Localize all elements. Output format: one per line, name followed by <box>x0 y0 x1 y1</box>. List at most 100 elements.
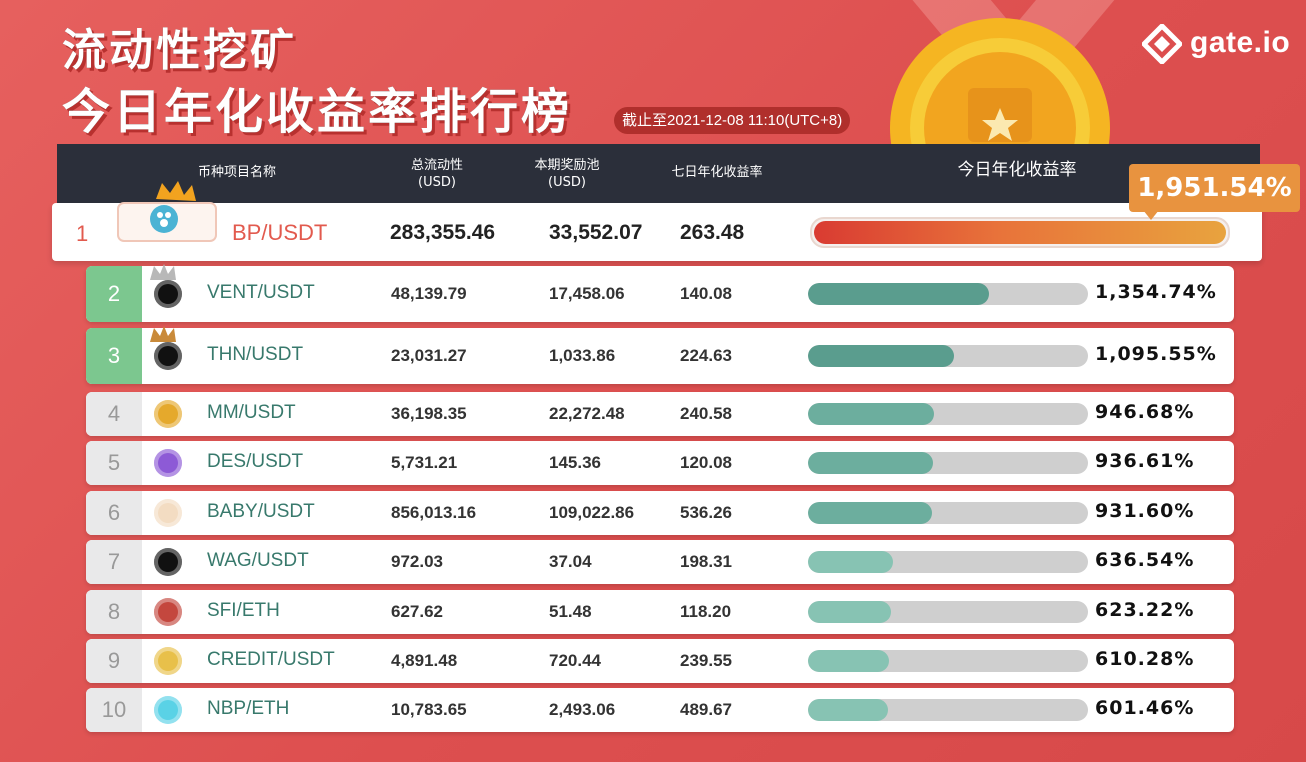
gate-logo-icon <box>1142 24 1182 64</box>
table-row: 6 BABY/USDT 856,013.16 109,022.86 536.26 931.… <box>86 491 1234 535</box>
apy-bar-track <box>808 699 1088 721</box>
rank-number: 8 <box>86 590 142 634</box>
rank-number: 5 <box>86 441 142 485</box>
crown-icon <box>150 326 176 342</box>
apy-7d: 239.55 <box>680 651 732 670</box>
page-subtitle: 今日年化收益率排行榜 <box>62 84 573 140</box>
apy-bar-track <box>808 502 1088 524</box>
apy-7d: 120.08 <box>680 453 732 472</box>
pair-name: SFI/ETH <box>207 600 280 621</box>
apy-today-value: 623.22% <box>1095 599 1195 621</box>
nbp-icon <box>154 696 182 724</box>
reward-pool: 2,493.06 <box>549 700 616 719</box>
reward-pool: 17,458.06 <box>549 284 625 303</box>
pair-name: THN/USDT <box>207 344 304 365</box>
mm-icon <box>154 400 182 428</box>
pair-name: DES/USDT <box>207 451 304 472</box>
total-liquidity: 283,355.46 <box>390 221 496 244</box>
table-row: 7 WAG/USDT 972.03 37.04 198.31 636.54% <box>86 540 1234 584</box>
total-liquidity: 48,139.79 <box>391 284 467 303</box>
rank-number: 3 <box>86 328 142 384</box>
apy-7d: 263.48 <box>680 221 745 244</box>
reward-pool: 1,033.86 <box>549 346 616 365</box>
total-liquidity: 856,013.16 <box>391 503 477 522</box>
sfi-icon <box>154 598 182 626</box>
total-liquidity: 36,198.35 <box>391 404 467 423</box>
pair-name: CREDIT/USDT <box>207 649 335 670</box>
table-row-top: 1 BP/USDT 283,355.46 33,552.07 263.48 <box>52 181 1262 261</box>
table-row: 8 SFI/ETH 627.62 51.48 118.20 623.22% <box>86 590 1234 634</box>
top-apy-callout: 1,951.54% <box>1129 164 1300 212</box>
table-row: 10 NBP/ETH 10,783.65 2,493.06 489.67 601.46% <box>86 688 1234 732</box>
brand-name: gate.io <box>1190 26 1291 59</box>
table-row: 5 DES/USDT 5,731.21 145.36 120.08 936.61% <box>86 441 1234 485</box>
apy-today-value: 601.46% <box>1095 697 1195 719</box>
table-row: 3 THN/USDT 23,031.27 1,033.86 224.63 1,095.55… <box>86 326 1234 384</box>
rank-number: 1 <box>76 221 89 246</box>
apy-today-value: 1,095.55% <box>1095 343 1217 365</box>
rank-number: 7 <box>86 540 142 584</box>
apy-bar-fill <box>808 601 891 623</box>
table-row: 4 MM/USDT 36,198.35 22,272.48 240.58 946.68% <box>86 392 1234 436</box>
apy-bar-fill <box>808 650 889 672</box>
apy-7d: 224.63 <box>680 346 732 365</box>
pair-name: NBP/ETH <box>207 698 290 719</box>
credit-icon <box>154 647 182 675</box>
apy-7d: 489.67 <box>680 700 732 719</box>
table-row: 9 CREDIT/USDT 4,891.48 720.44 239.55 610.28% <box>86 639 1234 683</box>
as-of-date: 截止至2021-12-08 11:10(UTC+8) <box>614 107 851 134</box>
apy-today-value: 936.61% <box>1095 450 1195 472</box>
pair-name: VENT/USDT <box>207 282 315 303</box>
apy-bar-fill <box>808 452 933 474</box>
apy-bar-track <box>808 601 1088 623</box>
table-row: 2 VENT/USDT 48,139.79 17,458.06 140.08 1,354.… <box>86 264 1234 322</box>
header-total-liquidity: 总流动性 (USD) <box>410 158 463 190</box>
apy-bar-track <box>808 650 1088 672</box>
reward-pool: 720.44 <box>549 651 601 670</box>
header-pair: 币种项目名称 <box>197 165 276 180</box>
page-title: 流动性挖矿 <box>62 25 297 76</box>
crown-frame-icon <box>117 181 217 242</box>
header-apy-7d: 七日年化收益率 <box>671 165 763 180</box>
apy-7d: 140.08 <box>680 284 732 303</box>
apy-bar-fill <box>808 502 932 524</box>
pair-name: BP/USDT <box>232 220 328 245</box>
total-liquidity: 972.03 <box>391 552 443 571</box>
apy-7d: 240.58 <box>680 404 732 423</box>
reward-pool: 22,272.48 <box>549 404 625 423</box>
apy-today-value: 1,354.74% <box>1095 281 1217 303</box>
total-liquidity: 627.62 <box>391 602 443 621</box>
apy-bar-fill <box>808 345 954 367</box>
total-liquidity: 5,731.21 <box>391 453 458 472</box>
total-liquidity: 10,783.65 <box>391 700 467 719</box>
apy-7d: 118.20 <box>680 602 732 621</box>
apy-bar-fill <box>808 551 893 573</box>
reward-pool: 37.04 <box>549 552 592 571</box>
reward-pool: 145.36 <box>549 453 601 472</box>
apy-bar-fill <box>808 699 888 721</box>
gate-io-logo: gate.io <box>1142 24 1292 64</box>
rank-number: 9 <box>86 639 142 683</box>
apy-today-value: 946.68% <box>1095 401 1195 423</box>
header-reward-pool: 本期奖励池 (USD) <box>534 158 600 190</box>
total-liquidity: 4,891.48 <box>391 651 458 670</box>
apy-bar-track <box>808 345 1088 367</box>
apy-bar-fill <box>808 403 934 425</box>
rank-number: 6 <box>86 491 142 535</box>
reward-pool: 109,022.86 <box>549 503 635 522</box>
vent-icon <box>154 280 182 308</box>
header-apy-today: 今日年化收益率 <box>957 160 1077 180</box>
pair-name: BABY/USDT <box>207 501 315 522</box>
table-header: 币种项目名称 总流动性 (USD) 本期奖励池 (USD) 七日年化收益率 今日… <box>57 144 1260 204</box>
rank-number: 10 <box>86 688 142 732</box>
apy-today-value: 931.60% <box>1095 500 1195 522</box>
apy-bar-fill <box>814 221 1226 244</box>
apy-bar-fill <box>808 283 989 305</box>
pair-name: WAG/USDT <box>207 550 309 571</box>
pair-name: MM/USDT <box>207 402 296 423</box>
reward-pool: 33,552.07 <box>549 221 643 244</box>
thn-icon <box>154 342 182 370</box>
apy-bar-track <box>810 217 1230 248</box>
crown-icon <box>150 264 176 280</box>
wag-icon <box>154 548 182 576</box>
